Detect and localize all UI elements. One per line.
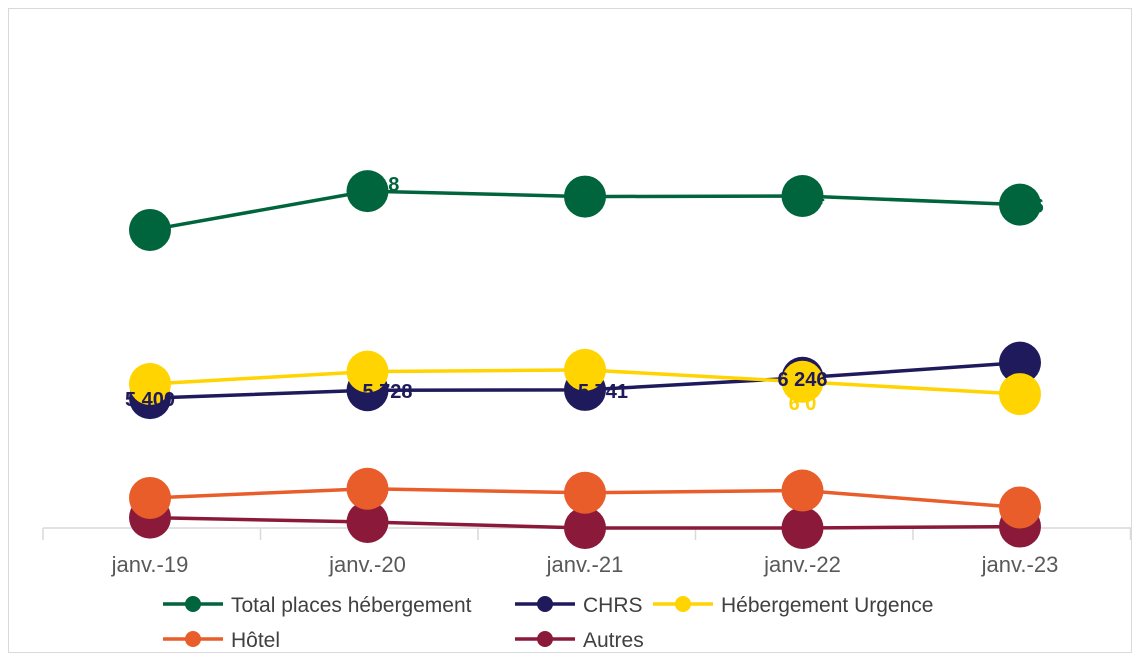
data-label: 1 24 [131,489,171,511]
legend-entry: CHRS [515,594,643,617]
series-marker [346,467,389,510]
data-label: 1 9 [789,482,817,504]
data-label: 5 8 [136,375,164,397]
series-0 [129,170,1041,251]
legend-marker [185,596,201,612]
chart-frame [8,8,1132,653]
data-label: 6 4 [1006,354,1035,376]
legend-marker [537,596,553,612]
series-marker [564,175,606,218]
series-marker [999,373,1041,416]
series-marker [129,476,171,519]
legend-label: Hôtel [231,629,280,652]
x-tick-label: janv.-21 [546,552,624,577]
series-marker [564,507,606,549]
legend-entry: Autres [515,629,644,652]
data-label: 1 2 [354,480,382,502]
data-label: 1 8 [372,174,400,196]
series-marker [781,360,824,403]
x-tick-label: janv.-20 [328,552,406,577]
legend-label: Total places hébergement [231,594,472,617]
series-marker [781,469,824,512]
data-label: 5 8 [1011,385,1039,407]
data-label: 6 0 [789,393,817,415]
data-label: 6 4 [571,361,600,383]
series-marker [129,362,171,405]
legend-marker [185,631,201,647]
legend-entry: Hôtel [163,629,280,652]
data-label: 1 1 [571,188,599,210]
data-label: 6 2 [354,363,382,385]
legend-label: Hébergement Urgence [721,594,933,617]
series-3 [129,467,1041,529]
series-marker [346,350,389,393]
series-marker [999,486,1041,529]
data-label: 5 400 [125,389,175,411]
series-marker [346,170,389,213]
data-label: 1 6 [1016,196,1044,218]
data-label: 5 728 [362,381,412,403]
series-marker [999,341,1041,384]
data-label: 6 246 [777,369,827,391]
legend-entry: Total places hébergement [163,594,472,617]
x-tick-label: janv.-22 [763,552,841,577]
series-marker [129,208,171,251]
x-tick-label: janv.-23 [981,552,1059,577]
legend-label: Autres [583,629,644,652]
legend-label: CHRS [583,594,643,617]
data-label: 1 3 [136,222,164,244]
series-2 [129,348,1041,416]
x-tick-label: janv.-19 [111,552,189,577]
data-label: 1 4 [797,187,826,209]
series-marker [781,175,824,218]
series-marker [346,500,389,543]
legend-entry: Hébergement Urgence [653,594,933,617]
series-marker [999,183,1041,226]
legend-marker [675,596,691,612]
series-marker [564,348,606,391]
series-marker [781,507,824,549]
data-label: 854 [1003,498,1037,520]
series-marker [564,471,606,514]
legend-marker [537,631,553,647]
data-label: 1 6 [571,484,599,506]
data-label: 5 741 [578,381,628,403]
